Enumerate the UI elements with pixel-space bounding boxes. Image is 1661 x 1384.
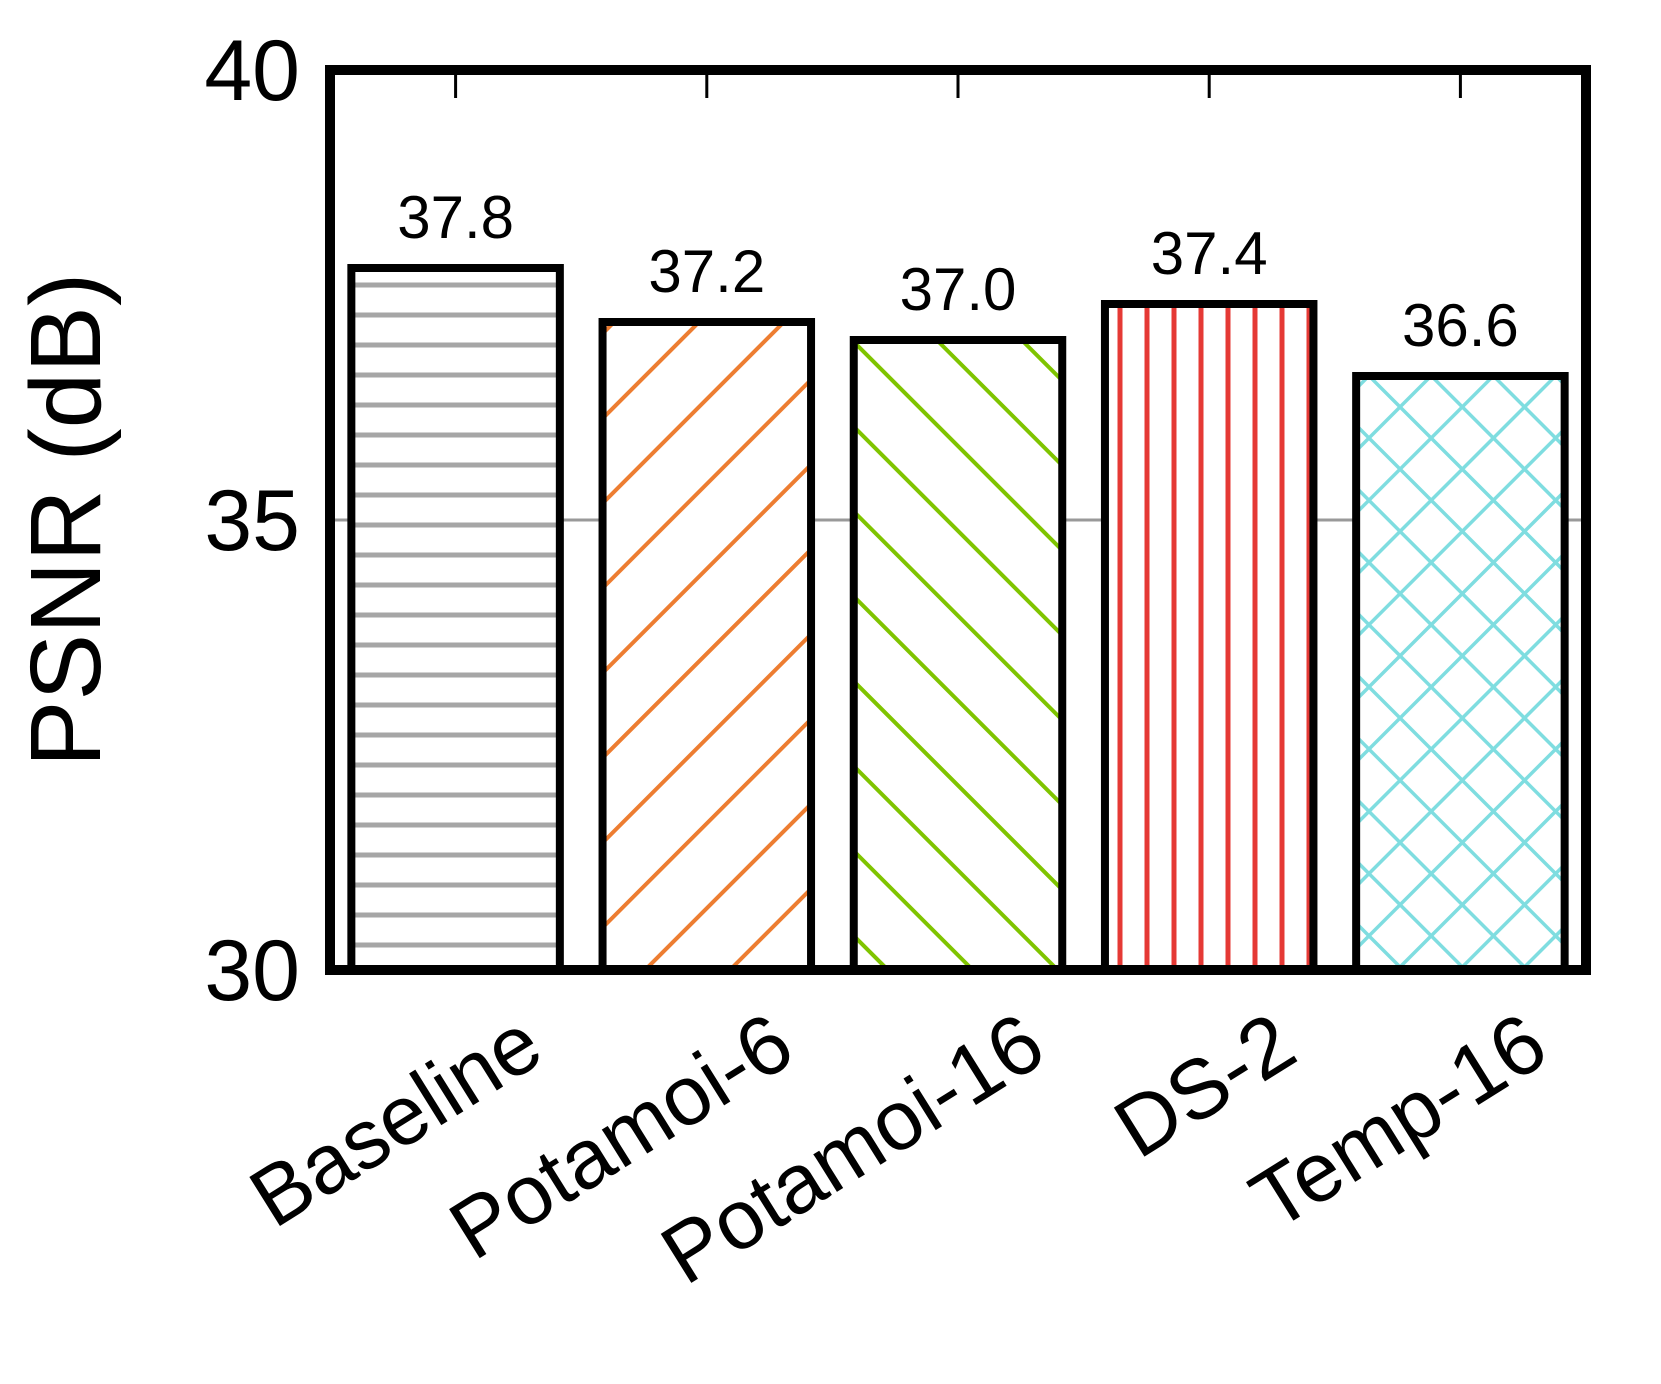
y-tick-label: 30: [204, 923, 300, 1019]
y-tick-label: 40: [204, 23, 300, 119]
bar: [849, 336, 1067, 974]
bars: [347, 264, 1569, 974]
bar-value-label: 36.6: [1402, 292, 1519, 359]
plot-border: [325, 65, 1591, 975]
bar-value-label: 37.2: [648, 238, 765, 305]
y-tick-label: 35: [204, 473, 300, 569]
value-labels: 37.8 37.2 37.0 37.4 36.6: [397, 184, 1519, 359]
bar-value-label: 37.0: [900, 256, 1017, 323]
bar: [347, 264, 564, 974]
bar-value-label: 37.4: [1151, 220, 1268, 287]
bar-potamoi-16: [849, 336, 1067, 974]
bar: [1100, 300, 1318, 974]
bar-value-label: 37.8: [397, 184, 514, 251]
bar: [1352, 372, 1569, 974]
bar-baseline: [347, 264, 564, 974]
y-tick-labels: 30 35 40: [204, 23, 300, 1019]
y-axis-title: PSNR (dB): [10, 273, 122, 768]
bar-ds-2: [1100, 300, 1318, 974]
bar-potamoi-6: [598, 318, 816, 974]
bar: [598, 318, 816, 974]
bar-temp-16: [1352, 372, 1569, 974]
